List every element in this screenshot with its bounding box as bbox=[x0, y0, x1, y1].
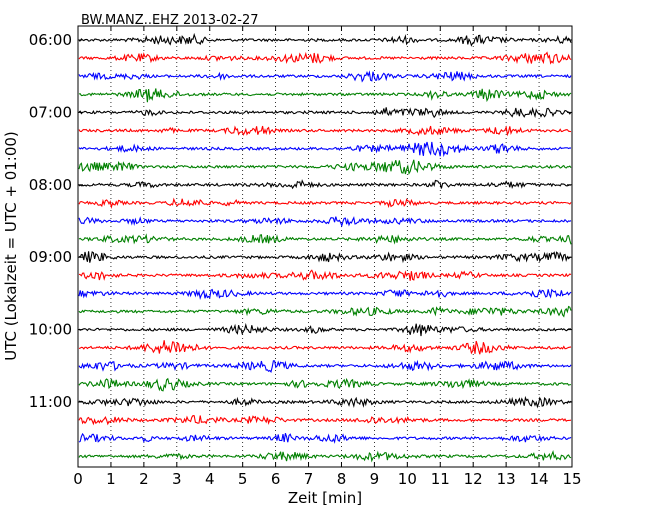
trace-0930 bbox=[78, 288, 572, 300]
trace-0645 bbox=[78, 88, 572, 103]
x-tick-label: 4 bbox=[205, 470, 215, 488]
trace-0900 bbox=[78, 251, 572, 264]
x-axis: 0 1 2 3 4 5 6 7 8 9 10 11 12 13 14 15 bbox=[73, 26, 582, 488]
trace-0630 bbox=[78, 70, 572, 83]
trace-0730 bbox=[78, 141, 572, 158]
trace-0800 bbox=[78, 179, 572, 190]
x-tick-label: 9 bbox=[370, 470, 380, 488]
x-tick-label: 6 bbox=[271, 470, 281, 488]
trace-0845 bbox=[78, 233, 572, 245]
x-tick-label: 14 bbox=[530, 470, 549, 488]
plot-frame bbox=[77, 25, 573, 468]
grid-lines bbox=[110, 26, 540, 467]
y-tick-label: 11:00 bbox=[29, 393, 72, 411]
x-tick-label: 10 bbox=[398, 470, 417, 488]
x-tick-label: 15 bbox=[562, 470, 581, 488]
trace-0830 bbox=[78, 216, 572, 228]
chart-title: BW.MANZ..EHZ 2013-02-27 bbox=[81, 13, 259, 28]
trace-1015 bbox=[78, 340, 572, 355]
y-axis: 06:00 07:00 08:00 09:00 10:00 11:00 bbox=[29, 31, 572, 411]
x-tick-label: 12 bbox=[464, 470, 483, 488]
x-tick-label: 7 bbox=[304, 470, 314, 488]
x-tick-label: 13 bbox=[497, 470, 516, 488]
trace-1115 bbox=[78, 414, 572, 426]
trace-0715 bbox=[78, 125, 572, 137]
x-tick-label: 3 bbox=[172, 470, 182, 488]
x-tick-label: 2 bbox=[139, 470, 149, 488]
trace-1130 bbox=[78, 432, 572, 444]
trace-0600 bbox=[78, 32, 572, 47]
x-tick-label: 11 bbox=[431, 470, 450, 488]
x-tick-label: 0 bbox=[73, 470, 83, 488]
trace-1000 bbox=[78, 322, 572, 337]
x-tick-label: 8 bbox=[337, 470, 347, 488]
y-tick-label: 06:00 bbox=[29, 31, 72, 49]
trace-0700 bbox=[78, 106, 572, 119]
trace-0745 bbox=[78, 159, 572, 175]
trace-0915 bbox=[78, 269, 572, 281]
trace-0615 bbox=[78, 51, 572, 65]
x-tick-label: 1 bbox=[106, 470, 116, 488]
y-tick-label: 09:00 bbox=[29, 248, 72, 266]
trace-0945 bbox=[78, 305, 572, 318]
trace-1030 bbox=[78, 359, 572, 374]
x-tick-label: 5 bbox=[238, 470, 248, 488]
y-tick-label: 10:00 bbox=[29, 321, 72, 339]
trace-1145 bbox=[78, 450, 572, 463]
trace-1045 bbox=[78, 377, 572, 392]
y-tick-label: 08:00 bbox=[29, 176, 72, 194]
y-axis-label: UTC (Lokalzeit = UTC + 01:00) bbox=[2, 131, 20, 361]
seismic-traces bbox=[78, 32, 572, 463]
x-axis-label: Zeit [min] bbox=[288, 489, 362, 507]
trace-0815 bbox=[78, 197, 572, 209]
trace-1100 bbox=[78, 395, 572, 409]
y-tick-label: 07:00 bbox=[29, 103, 72, 121]
